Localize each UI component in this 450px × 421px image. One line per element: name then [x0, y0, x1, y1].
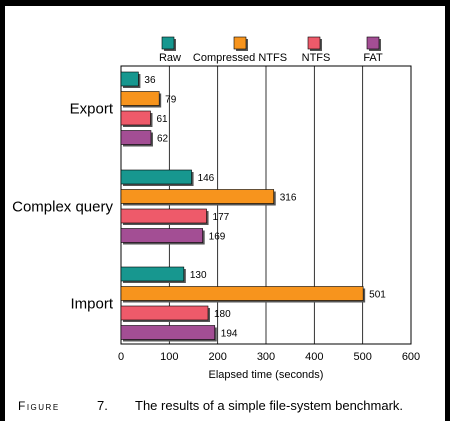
x-tick-label: 400	[305, 351, 323, 363]
legend-label: NTFS	[302, 52, 331, 64]
bar-chart: 0 100 200 300 400 500 600 Elapsed time (seconds…	[12, 36, 420, 381]
x-axis-label: Elapsed time (seconds)	[209, 369, 324, 381]
caption-label: Figure	[18, 399, 60, 413]
caption-number: 7.	[97, 398, 108, 413]
bar	[120, 286, 364, 301]
bar-value-label: 501	[369, 290, 386, 301]
legend-label: FAT	[363, 52, 383, 64]
legend-swatch	[307, 36, 321, 50]
bar-value-label: 316	[280, 193, 297, 204]
category-label: Import	[70, 295, 113, 312]
bar-value-label: 62	[157, 134, 169, 145]
category-label: Export	[70, 100, 114, 117]
x-tick-label: 0	[118, 351, 124, 363]
bar-value-label: 169	[209, 232, 226, 243]
bar-value-label: 146	[198, 173, 215, 184]
bar	[120, 169, 192, 185]
bar	[120, 305, 209, 321]
legend-label: Compressed NTFS	[193, 52, 287, 64]
chart-figure: 0 100 200 300 400 500 600 Elapsed time (seconds…	[5, 6, 445, 390]
bar-value-label: 194	[221, 329, 238, 340]
caption-text: The results of a simple file-system benc…	[135, 398, 404, 413]
bar	[120, 130, 152, 145]
bar-value-label: 36	[144, 75, 156, 86]
plot-frame	[120, 65, 412, 345]
legend-swatch	[161, 36, 175, 50]
category-label: Complex query	[12, 198, 113, 215]
legend-swatch	[233, 36, 247, 50]
bar	[120, 325, 216, 340]
bar	[120, 91, 160, 106]
figure-caption: Figure 7. The results of a simple file-s…	[5, 390, 445, 421]
x-tick-label: 100	[160, 351, 178, 363]
bar	[120, 189, 275, 204]
x-tick-label: 600	[402, 351, 420, 363]
bar-value-label: 130	[190, 270, 207, 281]
bar-value-label: 79	[165, 95, 177, 106]
bar	[120, 266, 185, 282]
legend-label: Raw	[159, 52, 181, 64]
x-tick-label: 500	[353, 351, 371, 363]
legend-swatch	[366, 36, 380, 50]
x-tick-label: 300	[257, 351, 275, 363]
bar	[120, 110, 151, 126]
bar-value-label: 180	[214, 309, 231, 320]
bar	[120, 208, 207, 224]
bar	[120, 228, 203, 243]
bar	[120, 71, 139, 87]
bar-value-label: 61	[156, 114, 168, 125]
x-tick-label: 200	[208, 351, 226, 363]
bar-value-label: 177	[213, 212, 230, 223]
